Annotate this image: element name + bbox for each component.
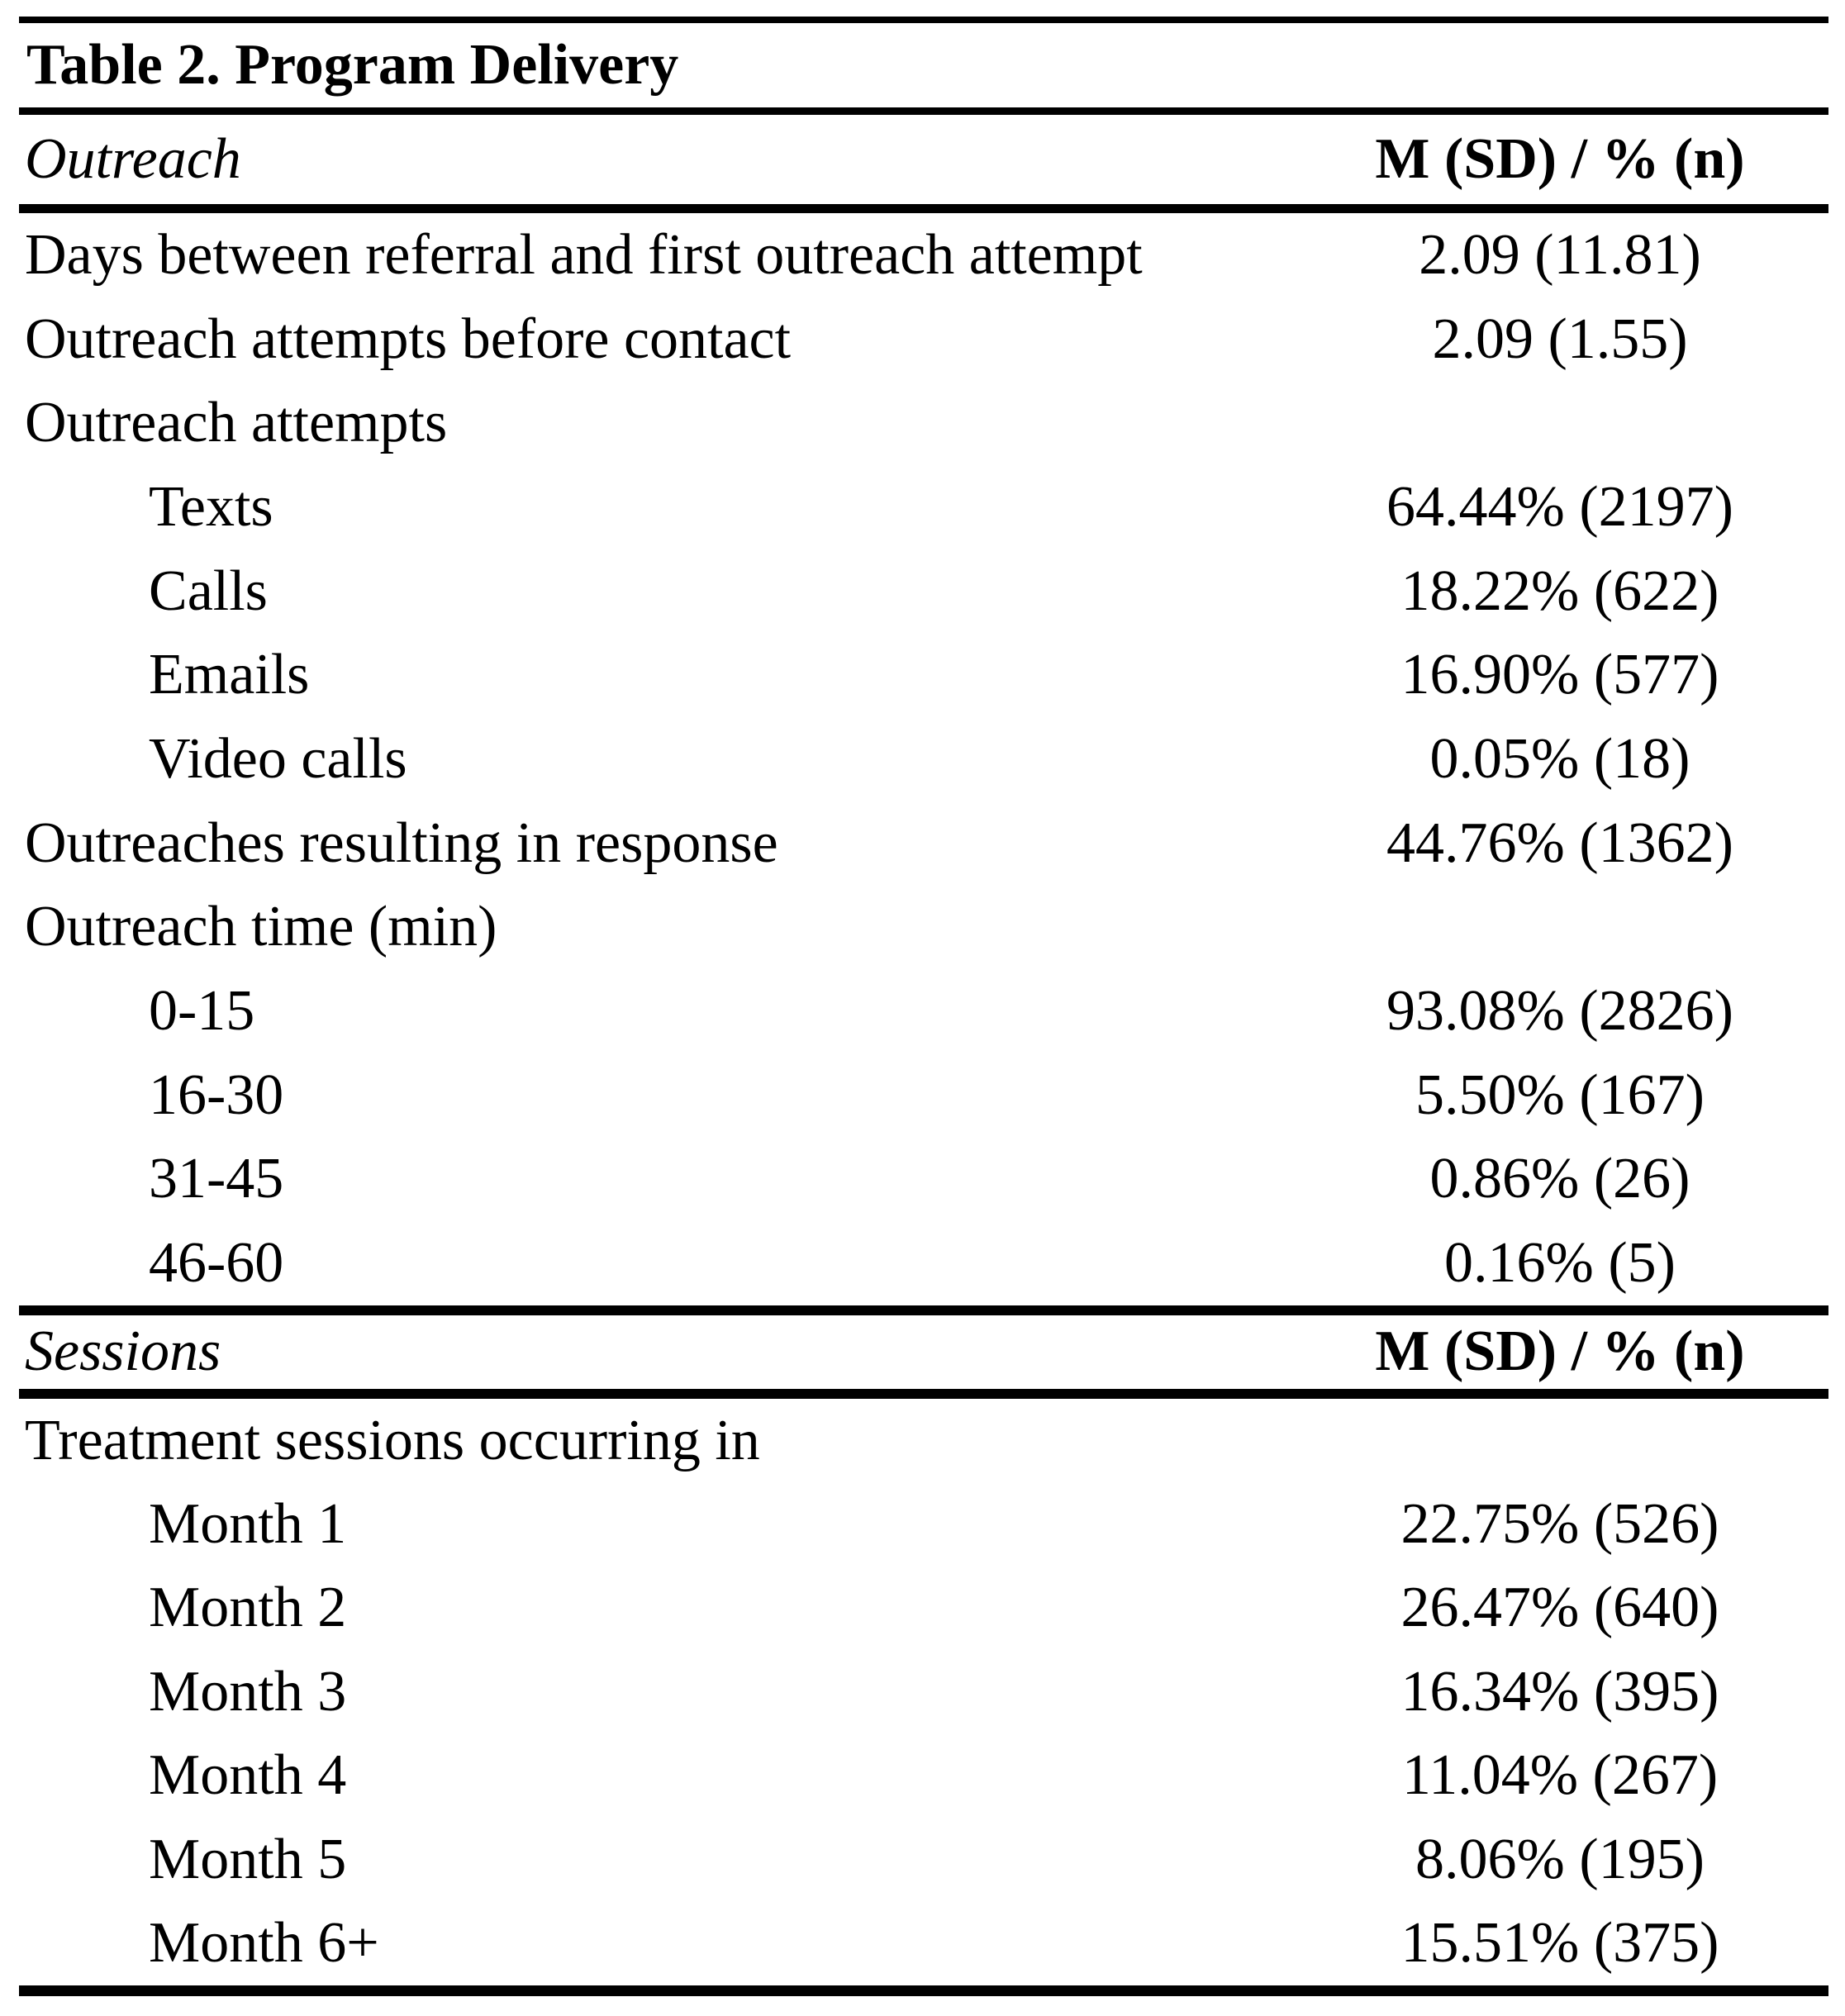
- table-row: Month 6+ 15.51% (375): [19, 1901, 1828, 1985]
- row-label: Outreaches resulting in response: [25, 811, 778, 875]
- table-row: Outreaches resulting in response 44.76% …: [19, 801, 1828, 886]
- row-value: 8.06% (195): [1415, 1827, 1705, 1891]
- sessions-section: Treatment sessions occurring in Month 1 …: [19, 1399, 1828, 1985]
- table-row: Outreach time (min): [19, 886, 1828, 970]
- row-value: 18.22% (622): [1400, 559, 1719, 623]
- row-value: 5.50% (167): [1415, 1063, 1705, 1127]
- table-row: 16-30 5.50% (167): [19, 1053, 1828, 1138]
- horizontal-rule-top: [19, 17, 1828, 23]
- row-value: 64.44% (2197): [1386, 474, 1733, 539]
- table-row: Emails 16.90% (577): [19, 633, 1828, 717]
- row-label: Outreach time (min): [25, 895, 497, 959]
- horizontal-rule-below-sessions-header: [19, 1388, 1828, 1399]
- program-delivery-table: Table 2. Program Delivery Outreach M (SD…: [19, 17, 1828, 1996]
- outreach-section: Days between referral and first outreach…: [19, 213, 1828, 1305]
- table-row: 31-45 0.86% (26): [19, 1138, 1828, 1222]
- table-title-row: Table 2. Program Delivery: [19, 23, 1828, 107]
- table-row: Month 2 26.47% (640): [19, 1567, 1828, 1650]
- row-label: Month 6+: [149, 1910, 379, 1975]
- table-row: Video calls 0.05% (18): [19, 717, 1828, 801]
- row-label: 31-45: [149, 1147, 284, 1211]
- outreach-header-row: Outreach M (SD) / % (n): [19, 115, 1828, 204]
- row-label: Month 5: [149, 1827, 347, 1891]
- value-column-header: M (SD) / % (n): [1375, 127, 1745, 191]
- value-column-header: M (SD) / % (n): [1375, 1319, 1745, 1384]
- table-row: Outreach attempts: [19, 381, 1828, 465]
- table-row: Texts 64.44% (2197): [19, 465, 1828, 549]
- table-row: Month 1 22.75% (526): [19, 1482, 1828, 1566]
- row-label: Video calls: [149, 726, 407, 791]
- table-row: Outreach attempts before contact 2.09 (1…: [19, 297, 1828, 382]
- row-label: 0-15: [149, 979, 255, 1044]
- row-value: 22.75% (526): [1400, 1492, 1719, 1557]
- row-label: Month 4: [149, 1743, 347, 1808]
- horizontal-rule-below-title: [19, 107, 1828, 115]
- row-label: Emails: [149, 643, 310, 707]
- row-label: Month 3: [149, 1659, 347, 1724]
- table-row: 0-15 93.08% (2826): [19, 969, 1828, 1053]
- table-row: Month 4 11.04% (267): [19, 1734, 1828, 1818]
- section-header-sessions: Sessions: [25, 1319, 221, 1384]
- row-value: 0.05% (18): [1429, 726, 1690, 791]
- table-row: Calls 18.22% (622): [19, 549, 1828, 634]
- row-value: 16.90% (577): [1400, 643, 1719, 707]
- row-label: Outreach attempts: [25, 391, 448, 455]
- horizontal-rule-below-outreach-header: [19, 204, 1828, 213]
- table-title: Table 2. Program Delivery: [26, 33, 679, 97]
- row-value: 2.09 (1.55): [1432, 307, 1688, 371]
- table-row: Month 5 8.06% (195): [19, 1818, 1828, 1901]
- row-value: 0.16% (5): [1444, 1231, 1676, 1296]
- row-value: 93.08% (2826): [1386, 979, 1733, 1044]
- row-label: Month 1: [149, 1492, 347, 1557]
- row-label: Texts: [149, 474, 273, 539]
- table-row: 46-60 0.16% (5): [19, 1221, 1828, 1305]
- row-value: 2.09 (11.81): [1419, 222, 1701, 287]
- row-value: 16.34% (395): [1400, 1659, 1719, 1724]
- horizontal-rule-bottom: [19, 1985, 1828, 1996]
- row-value: 15.51% (375): [1400, 1910, 1719, 1975]
- row-label: Treatment sessions occurring in: [25, 1408, 760, 1472]
- section-header-outreach: Outreach: [25, 127, 241, 191]
- row-label: Days between referral and first outreach…: [25, 222, 1143, 287]
- row-label: Outreach attempts before contact: [25, 307, 792, 371]
- row-value: 44.76% (1362): [1386, 811, 1733, 875]
- row-value: 11.04% (267): [1401, 1743, 1719, 1808]
- row-label: 46-60: [149, 1231, 284, 1296]
- horizontal-rule-above-sessions-header: [19, 1305, 1828, 1315]
- row-value: 0.86% (26): [1429, 1147, 1690, 1211]
- row-label: 16-30: [149, 1063, 284, 1127]
- row-label: Month 2: [149, 1576, 347, 1640]
- table-row: Treatment sessions occurring in: [19, 1399, 1828, 1482]
- row-label: Calls: [149, 559, 268, 623]
- row-value: 26.47% (640): [1400, 1576, 1719, 1640]
- table-row: Month 3 16.34% (395): [19, 1650, 1828, 1733]
- sessions-header-row: Sessions M (SD) / % (n): [19, 1315, 1828, 1389]
- table-row: Days between referral and first outreach…: [19, 213, 1828, 297]
